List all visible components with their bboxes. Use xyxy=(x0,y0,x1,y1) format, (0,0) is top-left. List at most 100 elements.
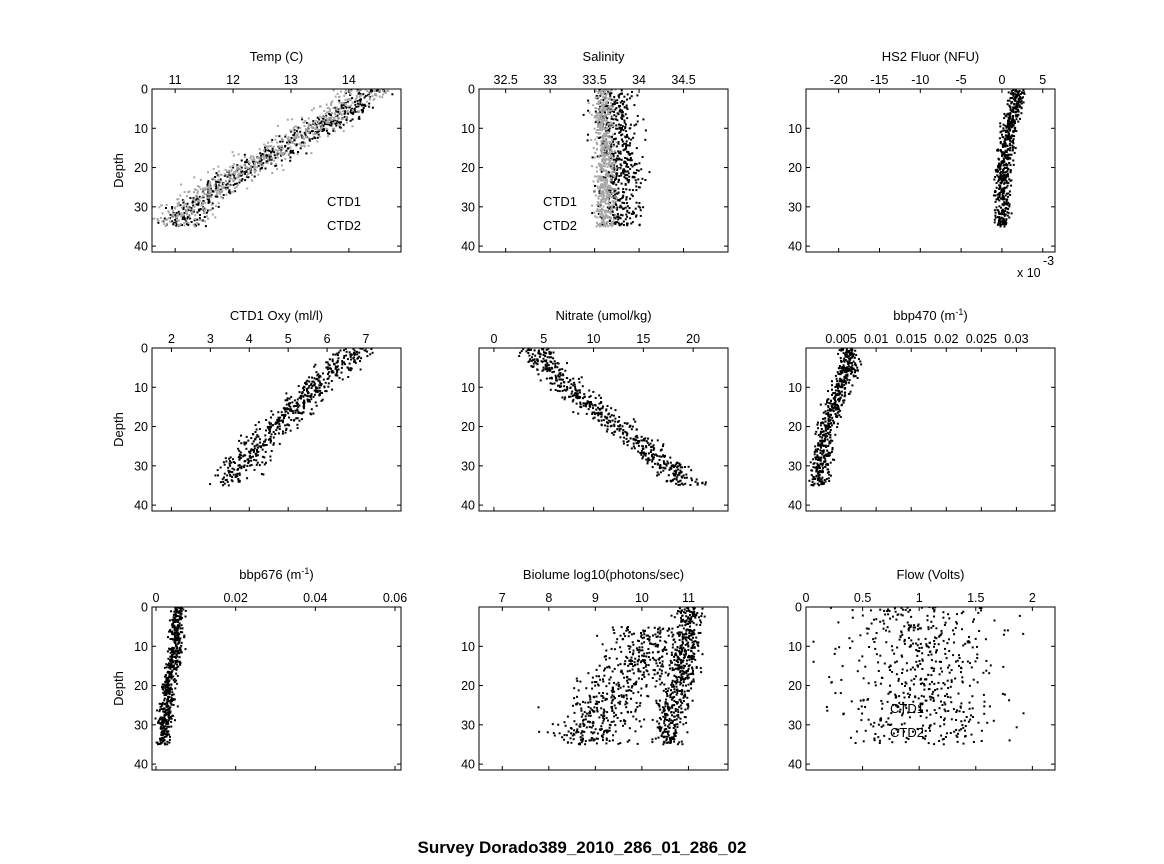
data-point xyxy=(255,459,258,462)
data-point xyxy=(215,180,218,183)
data-point xyxy=(172,664,175,667)
data-point xyxy=(1014,99,1017,102)
data-point xyxy=(243,454,246,457)
data-point xyxy=(1009,105,1012,108)
data-point xyxy=(625,198,628,201)
data-point xyxy=(300,397,303,400)
data-point xyxy=(255,161,258,163)
data-point xyxy=(612,414,615,417)
data-point xyxy=(176,205,179,208)
data-point xyxy=(842,364,845,367)
data-point xyxy=(607,191,610,194)
data-point xyxy=(238,458,241,461)
data-point xyxy=(851,371,854,374)
data-point xyxy=(550,361,553,363)
data-point xyxy=(280,152,283,155)
data-point xyxy=(604,178,607,181)
data-point xyxy=(618,110,621,113)
data-point xyxy=(606,109,609,112)
data-point xyxy=(1009,108,1012,111)
data-point xyxy=(349,93,352,95)
data-point xyxy=(163,217,166,220)
data-point xyxy=(270,161,273,164)
data-point xyxy=(168,707,171,710)
data-point xyxy=(544,360,547,363)
data-point xyxy=(818,464,821,467)
data-point xyxy=(1015,90,1018,93)
data-point xyxy=(603,195,606,197)
data-point xyxy=(532,362,535,365)
data-point xyxy=(210,208,213,211)
x-tick-label: 0.015 xyxy=(896,332,927,346)
data-point xyxy=(1004,114,1007,117)
data-point xyxy=(837,393,840,396)
data-point xyxy=(829,402,832,405)
data-point xyxy=(195,194,198,197)
data-point xyxy=(828,422,831,425)
data-point xyxy=(542,354,545,356)
data-point xyxy=(216,191,219,194)
data-point xyxy=(647,437,649,440)
data-point xyxy=(235,182,238,185)
data-point xyxy=(206,181,209,184)
data-point xyxy=(677,473,680,476)
data-point xyxy=(173,678,176,681)
data-point xyxy=(1000,160,1003,163)
data-point xyxy=(609,224,612,227)
x-tick-label: 0.025 xyxy=(966,332,997,346)
data-point xyxy=(617,216,619,219)
data-point xyxy=(264,438,267,441)
data-point xyxy=(180,215,183,218)
data-point xyxy=(849,358,852,361)
data-point xyxy=(175,679,178,682)
data-point xyxy=(599,215,602,218)
data-point xyxy=(996,209,999,211)
data-point xyxy=(253,468,256,471)
data-point xyxy=(604,150,607,153)
data-point xyxy=(1007,156,1010,159)
data-point xyxy=(251,173,253,176)
data-point xyxy=(216,181,219,183)
data-point xyxy=(230,471,233,474)
data-point xyxy=(234,462,236,464)
data-point xyxy=(607,211,609,214)
data-point xyxy=(248,168,251,171)
data-point xyxy=(1008,115,1011,117)
data-point xyxy=(180,212,183,215)
data-point xyxy=(285,149,288,152)
data-point xyxy=(1008,162,1011,165)
data-point xyxy=(678,473,681,476)
data-point xyxy=(821,443,824,446)
data-point xyxy=(162,725,165,728)
data-point xyxy=(183,222,186,225)
data-point xyxy=(304,133,307,136)
data-point xyxy=(539,379,542,382)
data-point xyxy=(1006,184,1009,187)
data-point xyxy=(617,142,620,145)
data-point xyxy=(189,217,192,220)
data-point xyxy=(1001,153,1004,156)
data-point xyxy=(646,460,649,463)
data-point xyxy=(316,116,319,119)
data-point xyxy=(608,125,611,128)
data-point xyxy=(387,89,390,92)
data-point xyxy=(1019,105,1021,108)
data-point xyxy=(834,389,837,392)
data-point xyxy=(1009,157,1012,160)
data-point xyxy=(826,401,828,404)
data-point xyxy=(1013,120,1016,123)
data-point xyxy=(837,352,840,355)
data-point xyxy=(996,170,999,172)
data-point xyxy=(345,121,348,124)
data-point xyxy=(844,351,847,354)
data-point xyxy=(820,422,823,424)
data-point xyxy=(547,368,550,371)
data-point xyxy=(303,407,305,410)
data-point xyxy=(541,348,544,351)
data-point xyxy=(1006,214,1009,217)
data-point xyxy=(290,408,293,411)
data-point xyxy=(625,130,628,133)
data-point xyxy=(999,185,1002,188)
data-point xyxy=(323,109,326,112)
data-point xyxy=(259,158,261,161)
